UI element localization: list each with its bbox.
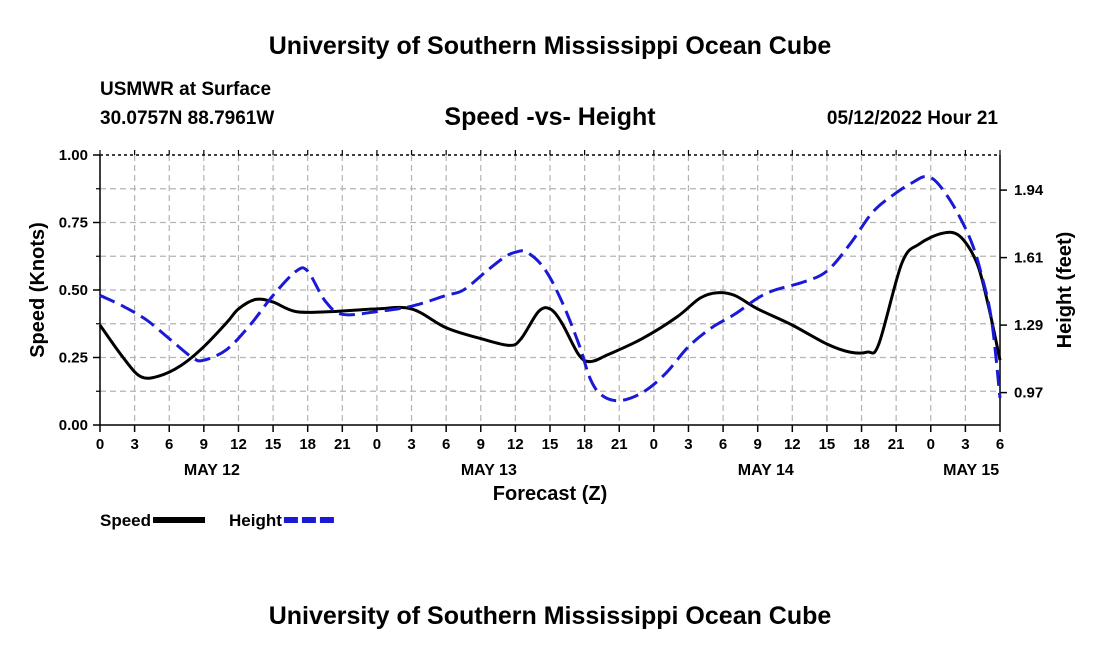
x-tick-label: 0 <box>373 436 381 453</box>
x-tick-label: 9 <box>754 436 762 453</box>
series-line-height <box>99 175 1002 403</box>
x-axis-label: Forecast (Z) <box>493 483 607 505</box>
x-tick-label: 3 <box>684 436 692 453</box>
y-tick-label-right: 0.97 <box>1014 385 1043 402</box>
y-tick-label-right: 1.61 <box>1014 250 1043 267</box>
x-date-label: MAY 15 <box>943 462 999 479</box>
series-lines <box>98 175 1002 403</box>
x-tick-label: 18 <box>853 436 870 453</box>
y-tick-label-right: 1.94 <box>1014 182 1044 199</box>
legend: Speed Height <box>100 511 336 530</box>
coordinates-label: 30.0757N 88.7961W <box>100 108 274 129</box>
x-tick-label: 3 <box>130 436 138 453</box>
x-tick-label: 3 <box>407 436 415 453</box>
x-tick-label: 18 <box>299 436 316 453</box>
x-tick-label: 12 <box>507 436 524 453</box>
y-tick-label-right: 1.29 <box>1014 317 1043 334</box>
x-date-label: MAY 13 <box>461 462 517 479</box>
x-tick-label: 9 <box>200 436 208 453</box>
x-tick-label: 21 <box>611 436 628 453</box>
x-tick-label: 6 <box>442 436 450 453</box>
chart-title: University of Southern Mississippi Ocean… <box>269 32 832 60</box>
forecast-datetime: 05/12/2022 Hour 21 <box>827 108 999 129</box>
grid-lines <box>99 155 1001 425</box>
x-tick-label: 15 <box>265 436 282 453</box>
axes: 0 3 6 9 12 15 18 21 0 3 6 9 12 15 18 21 0 3 6 9 12 15 18 21 0 3 6M… <box>59 147 1044 479</box>
chart-subtitle: Speed -vs- Height <box>444 103 656 131</box>
x-tick-label: 15 <box>542 436 559 453</box>
y-tick-label-left: 0.25 <box>59 350 88 367</box>
x-tick-label: 3 <box>961 436 969 453</box>
x-tick-label: 6 <box>996 436 1004 453</box>
x-date-label: MAY 12 <box>184 462 240 479</box>
x-date-label: MAY 14 <box>738 462 794 479</box>
x-tick-label: 6 <box>719 436 727 453</box>
y-tick-label-left: 1.00 <box>59 147 88 164</box>
y-tick-label-left: 0.00 <box>59 417 88 434</box>
x-tick-label: 0 <box>96 436 104 453</box>
x-tick-label: 12 <box>784 436 801 453</box>
x-tick-label: 12 <box>230 436 247 453</box>
legend-label-height: Height <box>229 511 282 530</box>
footer-title: University of Southern Mississippi Ocean… <box>269 602 832 630</box>
x-tick-label: 15 <box>819 436 836 453</box>
station-label: USMWR at Surface <box>100 79 271 100</box>
y-axis-right-label: Height (feet) <box>1054 232 1076 349</box>
legend-label-speed: Speed <box>100 511 151 530</box>
x-tick-label: 6 <box>165 436 173 453</box>
series-line-speed <box>98 230 1002 380</box>
y-axis-left-label: Speed (Knots) <box>27 222 49 358</box>
x-tick-label: 21 <box>334 436 351 453</box>
x-tick-label: 18 <box>576 436 593 453</box>
x-tick-label: 0 <box>927 436 935 453</box>
x-tick-label: 9 <box>477 436 485 453</box>
x-tick-label: 21 <box>888 436 905 453</box>
y-tick-label-left: 0.75 <box>59 215 88 232</box>
y-tick-label-left: 0.50 <box>59 282 88 299</box>
x-tick-label: 0 <box>650 436 658 453</box>
